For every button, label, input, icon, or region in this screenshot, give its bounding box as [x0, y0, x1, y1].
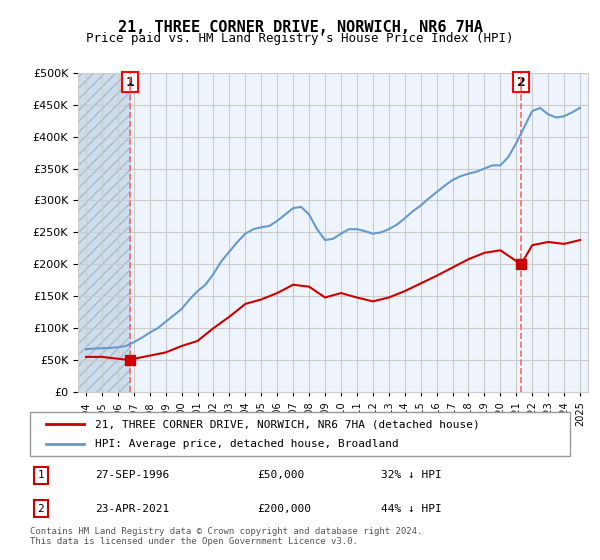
Text: 21, THREE CORNER DRIVE, NORWICH, NR6 7HA (detached house): 21, THREE CORNER DRIVE, NORWICH, NR6 7HA…	[95, 419, 479, 429]
Text: HPI: Average price, detached house, Broadland: HPI: Average price, detached house, Broa…	[95, 439, 398, 449]
Text: 21, THREE CORNER DRIVE, NORWICH, NR6 7HA: 21, THREE CORNER DRIVE, NORWICH, NR6 7HA	[118, 20, 482, 35]
Text: 32% ↓ HPI: 32% ↓ HPI	[381, 470, 442, 480]
Text: 1: 1	[37, 470, 44, 480]
Text: 2: 2	[37, 503, 44, 514]
Text: 44% ↓ HPI: 44% ↓ HPI	[381, 503, 442, 514]
Text: 1: 1	[125, 76, 134, 88]
Text: Contains HM Land Registry data © Crown copyright and database right 2024.
This d: Contains HM Land Registry data © Crown c…	[30, 526, 422, 546]
Text: 23-APR-2021: 23-APR-2021	[95, 503, 169, 514]
Bar	[78, 73, 130, 392]
Bar	[78, 73, 130, 392]
Text: 27-SEP-1996: 27-SEP-1996	[95, 470, 169, 480]
Text: £50,000: £50,000	[257, 470, 304, 480]
FancyBboxPatch shape	[30, 412, 570, 456]
Text: £200,000: £200,000	[257, 503, 311, 514]
Text: 2: 2	[517, 76, 526, 88]
Text: Price paid vs. HM Land Registry's House Price Index (HPI): Price paid vs. HM Land Registry's House …	[86, 32, 514, 45]
